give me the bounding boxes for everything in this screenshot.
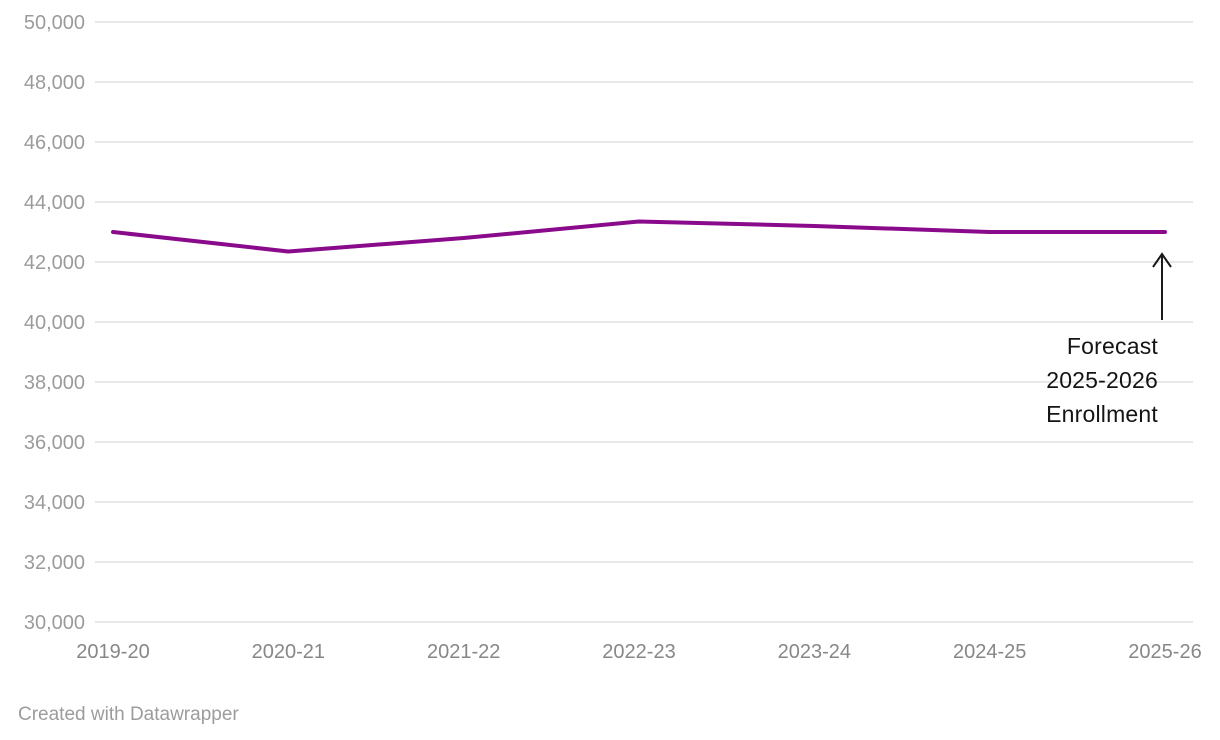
y-axis-tick-label: 42,000 <box>24 252 85 274</box>
x-axis-tick-label: 2021-22 <box>427 641 500 663</box>
y-axis-tick-label: 44,000 <box>24 192 85 214</box>
y-axis-tick-label: 48,000 <box>24 72 85 94</box>
datawrapper-attribution: Created with Datawrapper <box>18 704 239 725</box>
y-axis-tick-label: 32,000 <box>24 552 85 574</box>
forecast-annotation-line-3: Enrollment <box>1046 401 1158 427</box>
annotation-arrow-head <box>1152 252 1172 268</box>
y-axis-tick-label: 34,000 <box>24 492 85 514</box>
y-axis-tick-label: 36,000 <box>24 432 85 454</box>
x-axis-tick-label: 2019-20 <box>76 641 149 663</box>
y-axis-tick-label: 50,000 <box>24 12 85 34</box>
enrollment-series-line <box>111 219 1167 254</box>
x-axis-tick-label: 2022-23 <box>602 641 675 663</box>
x-axis-tick-label: 2025-26 <box>1128 641 1201 663</box>
x-axis-tick-label: 2023-24 <box>778 641 851 663</box>
y-axis-tick-label: 38,000 <box>24 372 85 394</box>
y-axis-tick-label: 46,000 <box>24 132 85 154</box>
forecast-annotation-line-1: Forecast <box>1066 333 1158 359</box>
forecast-annotation: Forecast 2025-2026 Enrollment <box>1046 329 1158 431</box>
y-axis-tick-label: 30,000 <box>24 612 85 634</box>
y-axis-tick-label: 40,000 <box>24 312 85 334</box>
x-axis-tick-label: 2020-21 <box>252 641 325 663</box>
x-axis-tick-label: 2024-25 <box>953 641 1026 663</box>
chart-plot-area: 50,000 48,000 46,000 44,000 42,000 40,000 38,0… <box>24 12 1202 663</box>
forecast-annotation-line-2: 2025-2026 <box>1046 367 1158 393</box>
